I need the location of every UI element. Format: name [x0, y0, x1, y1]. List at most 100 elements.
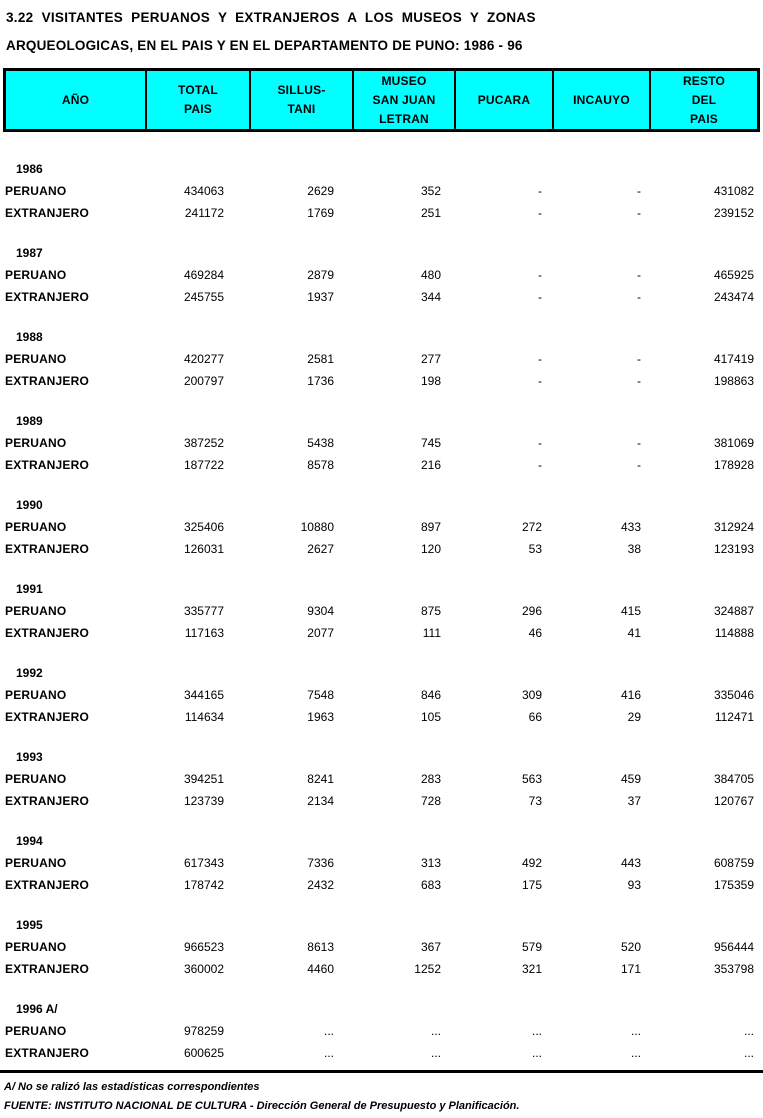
- row-label-extranjero: EXTRANJERO: [5, 206, 90, 220]
- row-label-extranjero: EXTRANJERO: [5, 794, 90, 808]
- row-label-extranjero: EXTRANJERO: [5, 710, 90, 724]
- cell-resto-del-pais: 123193: [713, 542, 754, 556]
- table-row-extranjero: EXTRANJERO 241172 1769 251 - - 239152: [3, 202, 760, 224]
- row-label-extranjero: EXTRANJERO: [5, 542, 90, 556]
- cell-sillustani: 2627: [307, 542, 334, 556]
- cell-pucara: -: [538, 206, 542, 220]
- column-header-sillustani: SILLUS- TANI: [249, 71, 352, 129]
- cell-sillustani: 2432: [307, 878, 334, 892]
- cell-resto-del-pais: ...: [743, 1024, 754, 1038]
- cell-incauyo: -: [637, 206, 641, 220]
- column-header-line: PAIS: [690, 111, 718, 126]
- block-spacer: [0, 560, 763, 578]
- footnote-source: FUENTE: INSTITUTO NACIONAL DE CULTURA - …: [4, 1100, 520, 1112]
- cell-sillustani: 4460: [307, 962, 334, 976]
- column-header-line: AÑO: [61, 92, 90, 107]
- year-label: 1992: [16, 666, 43, 680]
- cell-incauyo: 443: [620, 856, 641, 870]
- table-row-extranjero: EXTRANJERO 600625 ... ... ... ... ...: [3, 1042, 760, 1064]
- year-label: 1988: [16, 330, 43, 344]
- cell-resto-del-pais: 112471: [714, 710, 754, 724]
- cell-pucara: -: [538, 352, 542, 366]
- row-label-peruano: PERUANO: [5, 436, 67, 450]
- column-header-incauyo: INCAUYO: [552, 71, 649, 129]
- table-body: 1986 PERUANO 434063 2629 352 - - 431082 …: [0, 132, 763, 1064]
- cell-pucara: 563: [521, 772, 542, 786]
- column-header-line: MUSEO: [381, 73, 427, 88]
- cell-incauyo: 41: [627, 626, 641, 640]
- cell-incauyo: 93: [627, 878, 641, 892]
- table-row-peruano: PERUANO 387252 5438 745 - - 381069: [3, 432, 760, 454]
- cell-resto-del-pais: 384705: [713, 772, 754, 786]
- block-spacer: [0, 812, 763, 830]
- cell-total-pais: 978259: [183, 1024, 224, 1038]
- cell-pucara: 296: [521, 604, 542, 618]
- cell-pucara: 73: [528, 794, 542, 808]
- cell-total-pais: 387252: [183, 436, 224, 450]
- year-label: 1993: [16, 750, 43, 764]
- row-label-peruano: PERUANO: [5, 268, 67, 282]
- cell-museo-san-juan-letran: 745: [420, 436, 441, 450]
- year-label: 1987: [16, 246, 43, 260]
- cell-resto-del-pais: 324887: [713, 604, 754, 618]
- row-label-extranjero: EXTRANJERO: [5, 626, 90, 640]
- row-label-extranjero: EXTRANJERO: [5, 374, 90, 388]
- cell-museo-san-juan-letran: 251: [420, 206, 441, 220]
- column-header-line: SILLUS-: [277, 83, 326, 97]
- column-header-line: DEL: [691, 92, 717, 107]
- cell-sillustani: 2581: [307, 352, 334, 366]
- cell-incauyo: 459: [620, 772, 641, 786]
- block-spacer: [0, 980, 763, 998]
- cell-pucara: 46: [528, 626, 542, 640]
- block-spacer: [0, 140, 763, 158]
- column-header-ano: AÑO: [6, 71, 145, 129]
- cell-total-pais: 178742: [183, 878, 224, 892]
- cell-sillustani: 8241: [307, 772, 334, 786]
- row-label-peruano: PERUANO: [5, 352, 67, 366]
- cell-museo-san-juan-letran: 875: [420, 604, 441, 618]
- block-spacer: [0, 308, 763, 326]
- cell-total-pais: 966523: [183, 940, 224, 954]
- table-row-extranjero: EXTRANJERO 117163 2077 111 46 41 114888: [3, 622, 760, 644]
- cell-resto-del-pais: 465925: [713, 268, 754, 282]
- table-row-extranjero: EXTRANJERO 114634 1963 105 66 29 112471: [3, 706, 760, 728]
- row-label-extranjero: EXTRANJERO: [5, 458, 90, 472]
- row-label-peruano: PERUANO: [5, 856, 67, 870]
- cell-resto-del-pais: 239152: [713, 206, 754, 220]
- cell-resto-del-pais: 175359: [713, 878, 754, 892]
- cell-total-pais: 434063: [183, 184, 224, 198]
- table-row-peruano: PERUANO 966523 8613 367 579 520 956444: [3, 936, 760, 958]
- column-header-line: LETRAN: [379, 111, 429, 126]
- cell-total-pais: 241172: [184, 206, 224, 220]
- cell-museo-san-juan-letran: 105: [420, 710, 441, 724]
- cell-resto-del-pais: 120767: [713, 794, 754, 808]
- cell-sillustani: 1937: [307, 290, 334, 304]
- year-label: 1986: [16, 162, 43, 176]
- cell-incauyo: 415: [620, 604, 641, 618]
- cell-incauyo: ...: [630, 1046, 641, 1060]
- column-header-total-pais: TOTAL PAIS: [145, 71, 249, 129]
- cell-incauyo: ...: [630, 1024, 641, 1038]
- year-label: 1994: [16, 834, 43, 848]
- title-line-1: 3.22 VISITANTES PERUANOS Y EXTRANJEROS A…: [6, 10, 536, 25]
- cell-museo-san-juan-letran: 480: [420, 268, 441, 282]
- title-line-2: ARQUEOLOGICAS, EN EL PAIS Y EN EL DEPART…: [6, 38, 523, 53]
- cell-sillustani: 1736: [307, 374, 334, 388]
- cell-resto-del-pais: 335046: [713, 688, 754, 702]
- row-label-extranjero: EXTRANJERO: [5, 290, 90, 304]
- page-title: 3.22 VISITANTES PERUANOS Y EXTRANJEROS A…: [0, 0, 763, 56]
- cell-sillustani: 1769: [307, 206, 334, 220]
- block-spacer: [0, 728, 763, 746]
- cell-pucara: 66: [528, 710, 542, 724]
- cell-pucara: -: [538, 184, 542, 198]
- cell-pucara: -: [538, 436, 542, 450]
- column-header-museo-san-juan-letran: MUSEO SAN JUAN LETRAN: [352, 71, 454, 129]
- cell-total-pais: 126031: [183, 542, 224, 556]
- cell-total-pais: 123739: [183, 794, 224, 808]
- row-label-peruano: PERUANO: [5, 688, 67, 702]
- cell-total-pais: 360002: [183, 962, 224, 976]
- cell-museo-san-juan-letran: 313: [420, 856, 441, 870]
- cell-museo-san-juan-letran: 846: [420, 688, 441, 702]
- table-row-peruano: PERUANO 394251 8241 283 563 459 384705: [3, 768, 760, 790]
